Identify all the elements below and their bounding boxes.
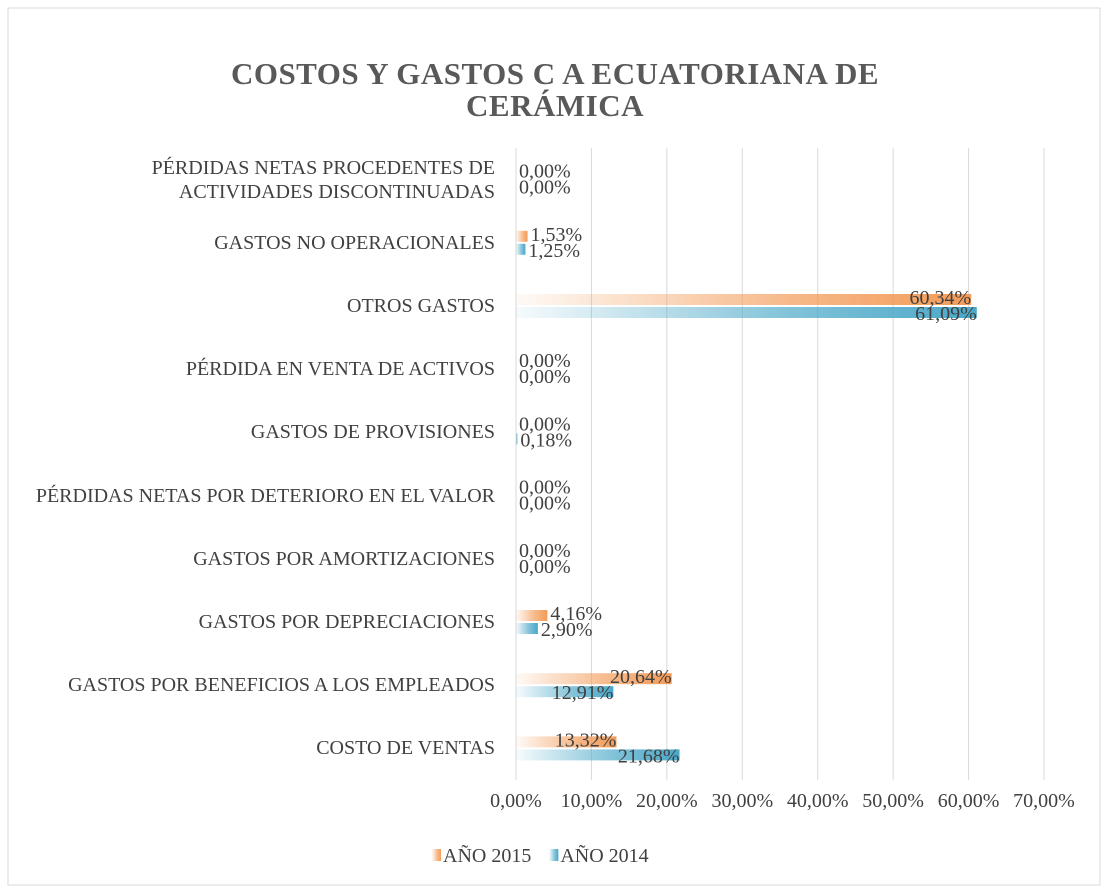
data-label: 61,09% [915, 303, 977, 325]
data-label: 0,00% [519, 350, 571, 372]
legend-swatch [549, 849, 559, 861]
legend-label: AÑO 2015 [443, 843, 531, 867]
bar [516, 623, 538, 634]
y-tick-label: GASTOS POR DEPRECIACIONES [198, 611, 495, 633]
bar [516, 433, 518, 445]
data-label: 1,25% [528, 240, 580, 262]
bar [516, 749, 680, 761]
legend-swatch [432, 849, 441, 861]
data-label: 0,00% [519, 413, 571, 435]
x-tick-label: 10,00% [561, 790, 623, 812]
data-label: 12,91% [552, 682, 614, 704]
x-tick-label: 30,00% [711, 790, 773, 812]
data-label: 0,00% [519, 493, 571, 515]
data-label: 20,64% [610, 666, 672, 688]
data-label: 0,00% [519, 540, 571, 562]
y-tick-label: OTROS GASTOS [347, 295, 495, 317]
x-tick-label: 50,00% [862, 790, 924, 812]
x-tick-label: 40,00% [787, 790, 849, 812]
data-label: 21,68% [618, 745, 680, 767]
data-label: 0,00% [519, 556, 571, 578]
data-label: 13,32% [555, 729, 617, 751]
bar [516, 610, 548, 621]
data-label: 1,53% [531, 224, 583, 246]
data-label: 4,16% [550, 603, 602, 625]
data-label: 0,00% [519, 366, 571, 388]
y-tick-label: COSTO DE VENTAS [316, 737, 495, 760]
data-label: 0,00% [519, 177, 571, 199]
y-tick-label: GASTOS NO OPERACIONALES [214, 231, 495, 254]
y-tick-label: PÉRDIDAS NETAS POR DETERIORO EN EL VALOR [35, 484, 495, 507]
data-label: 0,00% [519, 161, 571, 183]
y-tick-label: PÉRDIDAS NETAS PROCEDENTES DE ACTIVIDADE… [151, 156, 495, 203]
y-tick-label: GASTOS DE PROVISIONES [250, 421, 495, 444]
x-tick-label: 0,00% [490, 790, 542, 812]
bar [516, 230, 528, 242]
chart-title: COSTOS Y GASTOS C A ECUATORIANA DE CERÁM… [230, 56, 880, 123]
chart-border [7, 7, 1101, 886]
data-label: 2,90% [541, 619, 593, 641]
x-tick-label: 60,00% [938, 790, 1000, 812]
bar [516, 243, 526, 255]
x-tick-label: 20,00% [636, 790, 698, 812]
y-tick-label: PÉRDIDA EN VENTA DE ACTIVOS [185, 358, 495, 381]
bar [516, 686, 614, 698]
x-tick-label: 70,00% [1013, 790, 1075, 812]
bar [516, 673, 672, 685]
legend-label: AÑO 2014 [560, 843, 648, 867]
bar [516, 294, 972, 305]
data-label: 0,00% [519, 477, 571, 499]
bar [516, 307, 977, 318]
y-tick-label: GASTOS POR BENEFICIOS A LOS EMPLEADOS [68, 674, 495, 697]
data-label: 0,18% [520, 429, 572, 451]
bar [516, 736, 617, 748]
y-tick-label: GASTOS POR AMORTIZACIONES [193, 547, 495, 570]
data-label: 60,34% [909, 287, 971, 309]
